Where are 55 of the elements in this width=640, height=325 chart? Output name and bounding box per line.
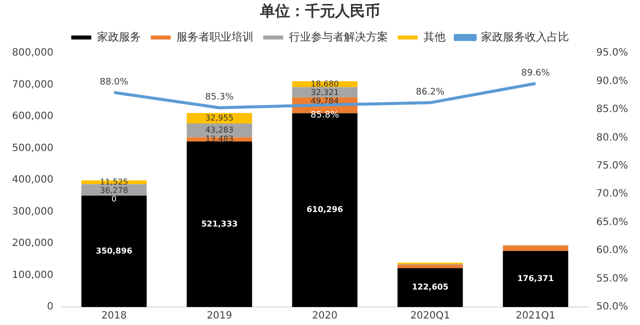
bar (398, 264, 463, 268)
y2-tick-label: 55.0% (596, 273, 628, 284)
y2-tick-label: 50.0% (596, 302, 628, 313)
x-tick-label: 2019 (206, 310, 232, 322)
y-tick-label: 800,000 (12, 48, 54, 59)
y-tick-label: 0 (46, 302, 54, 313)
y2-tick-label: 95.0% (596, 48, 628, 59)
y2-tick-label: 75.0% (596, 160, 628, 172)
y-tick-label: 400,000 (12, 174, 54, 186)
legend-label: 其他 (423, 30, 446, 44)
y-tick-label: 200,000 (12, 238, 54, 250)
data-label: 43,283 (205, 125, 234, 134)
legend-label: 服务者职业培训 (176, 30, 254, 44)
data-label: 85.3% (205, 92, 234, 103)
bar (502, 251, 568, 307)
bar (502, 246, 568, 251)
y2-tick-label: 90.0% (596, 76, 628, 87)
x-tick-label: 2018 (101, 310, 127, 322)
data-label: 13,483 (205, 134, 234, 144)
bar (186, 141, 252, 307)
legend-label: 家政服务 (96, 30, 141, 44)
y-tick-label: 100,000 (12, 270, 54, 281)
legend-label: 行业参与者解决方案 (288, 30, 388, 44)
data-label: 610,296 (306, 205, 344, 214)
data-label: 85.8% (310, 110, 340, 120)
y2-tick-label: 60.0% (596, 245, 628, 256)
data-label: 350,896 (96, 246, 133, 256)
data-label: 88.0% (100, 77, 129, 88)
y2-tick-label: 70.0% (596, 188, 628, 200)
chart-title: 单位：千元人民币 (259, 1, 381, 22)
data-label: 86.2% (416, 88, 445, 98)
y-tick-label: 500,000 (12, 142, 54, 154)
data-label: 122,605 (412, 282, 449, 292)
y2-tick-label: 65.0% (596, 216, 628, 228)
data-label: 176,371 (517, 274, 554, 284)
bar (398, 268, 463, 307)
data-label: 18,680 (310, 79, 339, 88)
legend-label: 家政服务收入占比 (480, 30, 569, 44)
x-tick-label: 2020 (312, 310, 338, 322)
y-tick-label: 300,000 (12, 206, 54, 218)
y2-tick-label: 80.0% (596, 132, 628, 144)
bar (292, 87, 358, 98)
data-label: 36,278 (100, 186, 128, 195)
data-label: 89.6% (521, 68, 550, 78)
x-tick-label: 2021Q1 (516, 310, 556, 322)
bar (81, 196, 147, 307)
data-label: 49,784 (310, 96, 339, 106)
data-label: 0 (111, 194, 117, 204)
y-tick-label: 600,000 (12, 111, 54, 122)
y2-tick-label: 85.0% (596, 104, 628, 116)
y-tick-label: 700,000 (12, 79, 54, 90)
x-tick-label: 2020Q1 (410, 310, 450, 322)
data-label: 32,321 (310, 88, 339, 97)
data-label: 32,955 (205, 113, 234, 122)
data-label: 521,333 (201, 219, 238, 228)
